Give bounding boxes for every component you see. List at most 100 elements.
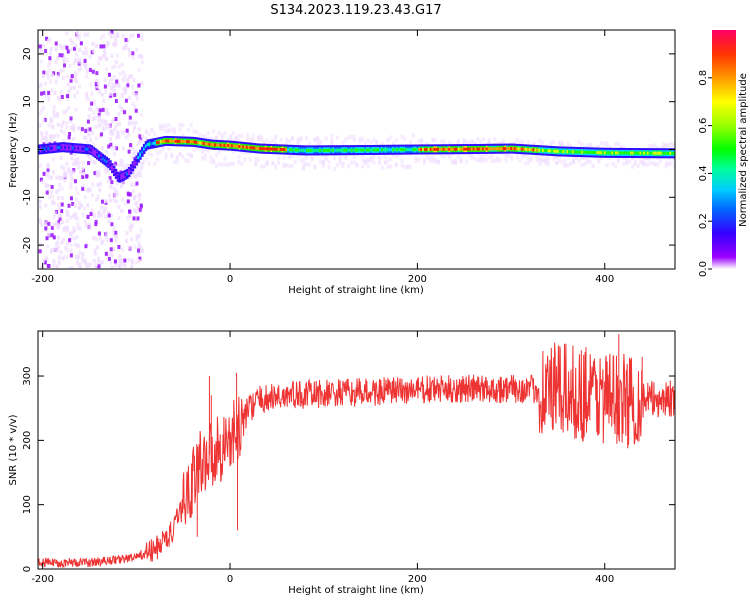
spectrogram-cell [139, 136, 143, 141]
spectrogram-cell [56, 114, 60, 119]
spectrogram-cell [352, 134, 356, 139]
spectrogram-cell [386, 164, 390, 169]
spectrogram-cell [132, 151, 136, 156]
spectrogram-cell [220, 136, 224, 141]
spectrogram-cell [57, 260, 61, 265]
spectrogram-cell [400, 158, 404, 163]
spectrogram-cell [633, 151, 637, 155]
spectrogram-cell [614, 164, 618, 169]
spectrogram-cell [125, 231, 129, 236]
spectrogram-cell [215, 153, 219, 158]
spectrogram-cell [140, 249, 144, 254]
spectrogram-cell [101, 157, 105, 161]
spectrogram-cell [237, 154, 241, 159]
spectrogram-cell [82, 206, 86, 211]
spectrogram-cell [378, 148, 382, 152]
colorbar-tick-label: 0.2 [698, 213, 709, 229]
spectrogram-cell [470, 139, 474, 144]
spectrogram-cell [285, 137, 289, 142]
spectrogram-cell [69, 242, 73, 247]
spectrogram-cell [566, 150, 569, 154]
spectrogram-cell [44, 48, 48, 53]
spectrogram-cell [49, 116, 53, 121]
spectrogram-cell [107, 83, 111, 88]
spectrogram-cell [274, 141, 278, 146]
spectrogram-cell [322, 148, 326, 152]
spectrogram-cell [56, 56, 60, 61]
spectrogram-cell [161, 123, 165, 128]
spectrogram-cell [137, 234, 141, 239]
spectrogram-cell [138, 244, 142, 249]
spectrogram-cell [332, 148, 335, 152]
spectrogram-cell [120, 209, 124, 214]
spectrogram-cell [555, 149, 558, 153]
spectrogram-cell [320, 148, 324, 152]
spectrogram-cell [60, 123, 64, 128]
spectrogram-cell [48, 51, 52, 56]
spectrogram-cell [57, 213, 61, 218]
spectrogram-cell [411, 133, 415, 138]
spectrogram-cell [109, 163, 112, 167]
spectrogram-cell [109, 260, 113, 265]
spectrogram-cell [63, 178, 67, 183]
spectrogram-cell [123, 263, 127, 268]
spectrogram-cell [100, 118, 104, 123]
spectrogram-cell [501, 141, 505, 146]
spectrogram-cell [72, 225, 76, 230]
spectrogram-cell [189, 140, 193, 144]
spectrogram-cell [46, 166, 50, 171]
spectrogram-cell [122, 130, 126, 135]
spectrogram-cell [498, 147, 502, 151]
spectrogram-cell [535, 153, 539, 158]
spectrogram-cell [434, 138, 438, 143]
spectrogram-cell [43, 147, 47, 151]
spectrogram-cell [58, 145, 62, 149]
spectrogram-cell [56, 196, 60, 201]
spectrogram-cell [61, 68, 65, 73]
spectrogram-cell [107, 256, 111, 261]
spectrogram-cell [622, 145, 626, 150]
spectrogram-cell [315, 148, 318, 152]
spectrogram-cell [69, 146, 73, 150]
spectrogram-cell [667, 156, 671, 161]
spectrogram-cell [365, 148, 369, 152]
spectrogram-cell [63, 44, 67, 49]
spectrogram-cell [645, 156, 649, 161]
spectrogram-cell [137, 156, 140, 160]
spectrogram-cell [94, 82, 98, 87]
spectrogram-cell [115, 192, 119, 197]
spectrogram-cell [556, 149, 560, 153]
spectrogram-cell [134, 120, 138, 125]
spectrogram-cell [97, 112, 101, 117]
spectrogram-cell [165, 139, 168, 143]
spectrogram-cell [114, 262, 118, 267]
spectrogram-cell [583, 145, 587, 150]
spectrogram-cell [369, 158, 373, 163]
spectrogram-cell [128, 50, 132, 55]
spectrogram-cell [102, 33, 106, 38]
spectrogram-cell [616, 158, 620, 163]
spectrogram-cell [92, 212, 96, 217]
spectrogram-cell [77, 126, 81, 131]
spectrogram-cell [81, 51, 85, 56]
spectrogram-cell [58, 97, 62, 102]
spectrogram-cell [237, 160, 241, 165]
spectrogram-cell [446, 147, 449, 151]
spectrogram-cell [117, 135, 121, 140]
spectrogram-cell [442, 147, 446, 151]
spectrogram-cell [127, 132, 131, 137]
spectrogram-cell [65, 242, 69, 247]
snr-y-tick-label: 200 [22, 431, 33, 450]
spectrogram-cell [257, 157, 261, 162]
spectrogram-cell [476, 137, 480, 142]
spectrogram-cell [352, 148, 356, 152]
spectrogram-cell [442, 155, 446, 160]
spectrogram-cell [338, 160, 342, 165]
spectrogram-cell [121, 33, 125, 38]
spectrogram-cell [465, 139, 469, 144]
spectrogram-cell [546, 155, 550, 160]
spectrogram-cell [73, 158, 77, 163]
spectrogram-cell [356, 148, 359, 152]
spectrogram-cell [126, 39, 130, 44]
spectrogram-cell [262, 147, 266, 151]
